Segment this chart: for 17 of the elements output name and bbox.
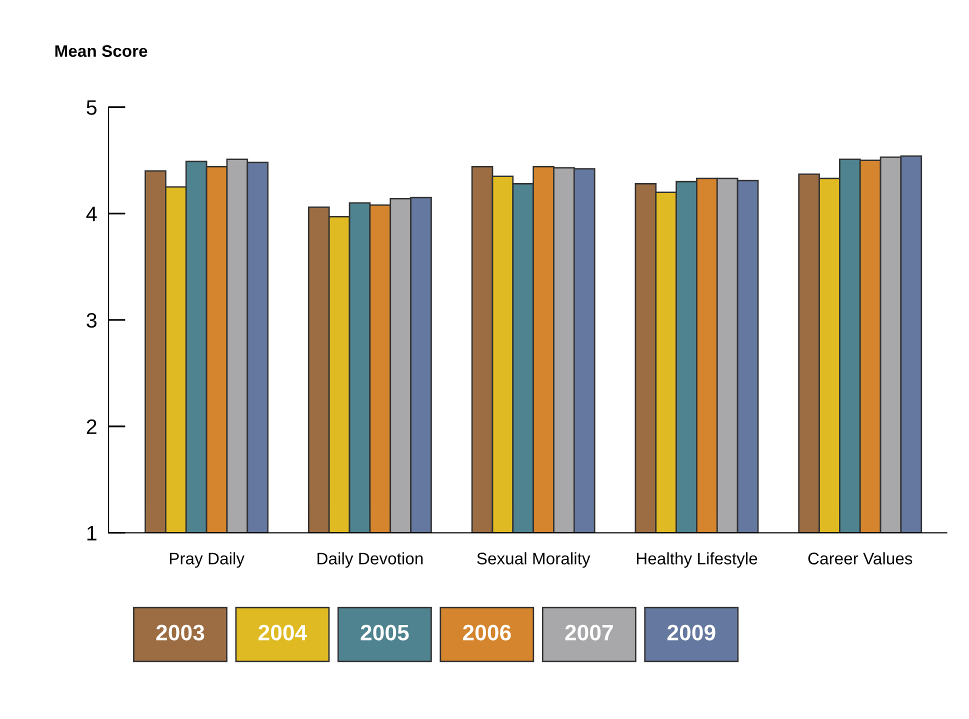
text: 2009 — [667, 624, 716, 640]
text: 2003 — [156, 624, 204, 641]
x-tick-label: Career Values — [808, 552, 912, 564]
x-tick-label: Sexual Morality — [477, 552, 590, 568]
y-axis-title: Mean Score — [55, 45, 148, 57]
x-tick-label: Daily Devotion — [318, 552, 423, 568]
text: 2004 — [258, 624, 308, 640]
x-tick-label: Healthy Lifestyle — [636, 552, 758, 568]
y-tick-label: 4 — [86, 206, 97, 222]
y-tick-label: 3 — [86, 312, 96, 328]
x-tick-label: Pray Daily — [170, 552, 245, 568]
y-tick-label: 2 — [86, 419, 96, 434]
text: 2006 — [462, 624, 511, 640]
y-tick-label: 5 — [86, 100, 97, 115]
text: 2007 — [565, 624, 613, 640]
y-tick-label: 1 — [87, 526, 96, 540]
text: 2005 — [360, 624, 409, 640]
